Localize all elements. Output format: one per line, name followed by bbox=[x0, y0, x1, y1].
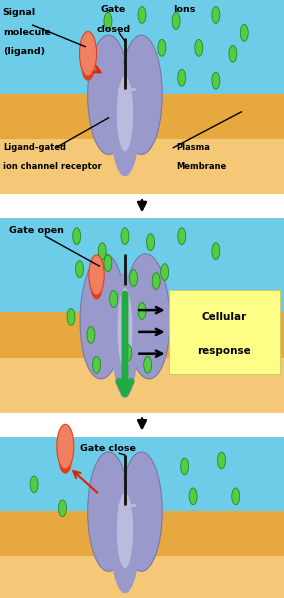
Text: Gate: Gate bbox=[101, 5, 126, 14]
Ellipse shape bbox=[91, 277, 102, 299]
Ellipse shape bbox=[89, 255, 104, 295]
Circle shape bbox=[76, 261, 83, 277]
Text: ion channel receptor: ion channel receptor bbox=[3, 161, 102, 170]
Circle shape bbox=[104, 13, 112, 29]
Circle shape bbox=[152, 273, 160, 289]
Circle shape bbox=[178, 69, 186, 86]
Text: closed: closed bbox=[97, 25, 131, 33]
Circle shape bbox=[30, 476, 38, 493]
Ellipse shape bbox=[82, 57, 94, 81]
Ellipse shape bbox=[125, 254, 170, 379]
Ellipse shape bbox=[88, 35, 130, 154]
Bar bbox=[0, 511, 284, 556]
Ellipse shape bbox=[110, 480, 140, 593]
Ellipse shape bbox=[117, 76, 133, 151]
Circle shape bbox=[104, 255, 112, 271]
Circle shape bbox=[218, 452, 225, 469]
Circle shape bbox=[59, 500, 66, 517]
Text: Gate close: Gate close bbox=[80, 444, 136, 453]
Ellipse shape bbox=[80, 31, 97, 76]
Bar bbox=[0, 556, 284, 598]
Ellipse shape bbox=[57, 425, 74, 469]
Ellipse shape bbox=[117, 493, 133, 568]
Ellipse shape bbox=[80, 254, 125, 379]
Circle shape bbox=[93, 356, 101, 373]
Ellipse shape bbox=[120, 452, 162, 571]
Circle shape bbox=[212, 7, 220, 23]
Circle shape bbox=[212, 72, 220, 89]
Text: Ions: Ions bbox=[174, 5, 196, 14]
Bar bbox=[0, 0, 284, 139]
Bar bbox=[0, 437, 284, 556]
Circle shape bbox=[95, 270, 103, 286]
Circle shape bbox=[121, 228, 129, 245]
Circle shape bbox=[172, 13, 180, 29]
Circle shape bbox=[161, 264, 169, 280]
Bar bbox=[0, 139, 284, 194]
Text: (ligand): (ligand) bbox=[3, 47, 45, 56]
Ellipse shape bbox=[112, 272, 138, 398]
Bar bbox=[0, 94, 284, 139]
Text: molecule: molecule bbox=[3, 28, 51, 36]
Circle shape bbox=[240, 25, 248, 41]
Circle shape bbox=[158, 39, 166, 56]
Circle shape bbox=[147, 234, 154, 251]
Bar bbox=[0, 194, 284, 218]
Circle shape bbox=[73, 228, 81, 245]
Circle shape bbox=[87, 327, 95, 343]
Circle shape bbox=[178, 228, 186, 245]
Ellipse shape bbox=[120, 35, 162, 154]
Ellipse shape bbox=[118, 288, 132, 370]
Circle shape bbox=[110, 291, 118, 307]
Text: Ligand-gated: Ligand-gated bbox=[3, 142, 66, 151]
Bar bbox=[0, 358, 284, 413]
Circle shape bbox=[98, 243, 106, 260]
Circle shape bbox=[138, 7, 146, 23]
Ellipse shape bbox=[88, 452, 130, 571]
Circle shape bbox=[195, 39, 203, 56]
FancyBboxPatch shape bbox=[169, 290, 280, 374]
Circle shape bbox=[144, 356, 152, 373]
Circle shape bbox=[181, 458, 189, 475]
Circle shape bbox=[130, 270, 137, 286]
Ellipse shape bbox=[59, 450, 72, 474]
Text: response: response bbox=[197, 346, 251, 356]
Text: Membrane: Membrane bbox=[176, 161, 226, 170]
Circle shape bbox=[212, 243, 220, 260]
Circle shape bbox=[67, 309, 75, 325]
Circle shape bbox=[229, 45, 237, 62]
Bar bbox=[0, 413, 284, 437]
Circle shape bbox=[189, 488, 197, 505]
Text: Plasma: Plasma bbox=[176, 142, 210, 151]
Text: Cellular: Cellular bbox=[202, 312, 247, 322]
Circle shape bbox=[232, 488, 240, 505]
Bar bbox=[0, 218, 284, 358]
Bar bbox=[0, 312, 284, 358]
Ellipse shape bbox=[110, 63, 140, 176]
Circle shape bbox=[124, 344, 132, 361]
Circle shape bbox=[138, 303, 146, 319]
Text: Signal: Signal bbox=[3, 8, 36, 17]
Text: Gate open: Gate open bbox=[9, 226, 63, 235]
